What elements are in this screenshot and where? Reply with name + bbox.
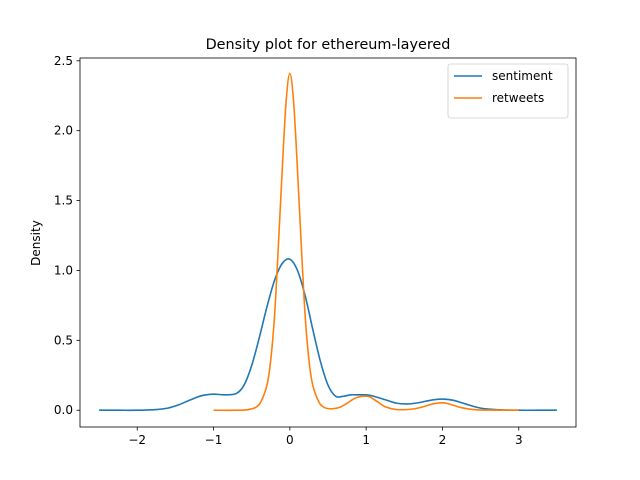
retweets-line — [213, 72, 519, 412]
y-tick-label: 2.5 — [54, 54, 73, 68]
x-tick-label: −2 — [128, 433, 146, 447]
y-tick-label: 0.5 — [54, 333, 73, 347]
y-axis-label: Density — [29, 220, 43, 266]
legend-label-retweets: retweets — [492, 91, 544, 105]
y-tick-label: 2.0 — [54, 124, 73, 138]
axes-frame — [79, 57, 577, 428]
x-tick-label: 3 — [515, 433, 523, 447]
sentiment-line — [99, 258, 557, 412]
x-tick-label: −1 — [205, 433, 223, 447]
y-tick-label: 0.0 — [54, 403, 73, 417]
legend: sentiment retweets — [447, 63, 569, 119]
plot-area: −2 −1 0 1 2 3 0.0 0.5 1.0 1.5 2.0 2.5 — [54, 54, 557, 447]
x-tick-label: 1 — [362, 433, 370, 447]
legend-box — [447, 63, 569, 119]
y-tick-label: 1.5 — [54, 194, 73, 208]
legend-label-sentiment: sentiment — [492, 69, 553, 83]
chart-title: Density plot for ethereum-layered — [206, 37, 451, 53]
y-tick-label: 1.0 — [54, 263, 73, 277]
x-tick-label: 0 — [286, 433, 294, 447]
x-tick-label: 2 — [439, 433, 447, 447]
